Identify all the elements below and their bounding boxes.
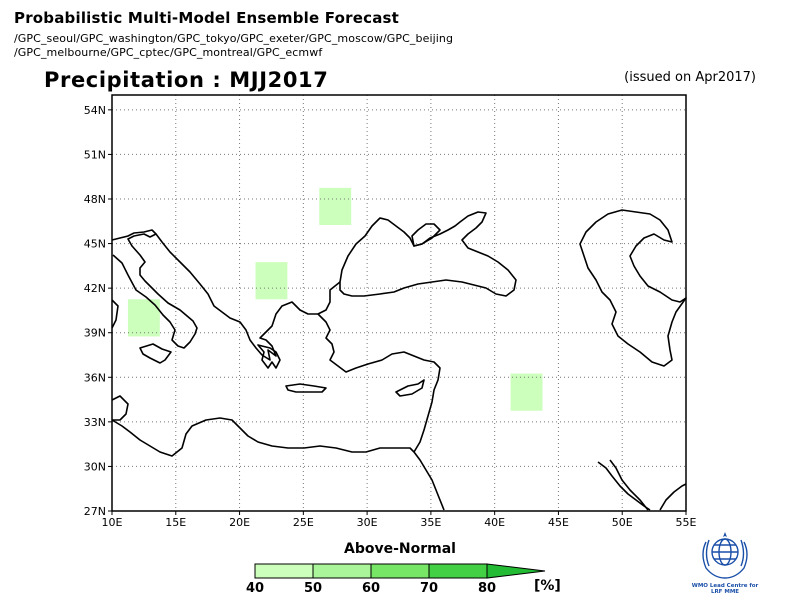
legend-swatch — [312, 563, 372, 579]
lon-tick-label: 25E — [293, 516, 314, 529]
forecast-cell — [255, 262, 288, 300]
legend-swatch — [428, 563, 488, 579]
contributing-centers-line-2: /GPC_melbourne/GPC_cptec/GPC_montreal/GP… — [14, 46, 323, 59]
forecast-cell — [510, 373, 543, 411]
legend-label: 80 — [478, 581, 496, 596]
legend-label: 50 — [304, 581, 322, 596]
legend-colorbar: 40 50 60 70 80 — [246, 563, 546, 596]
forecast-cell — [319, 187, 352, 225]
lat-tick-label: 45N — [84, 238, 106, 251]
legend-label: 60 — [362, 581, 380, 596]
lon-tick-label: 45E — [548, 516, 569, 529]
wmo-logo-icon — [702, 532, 748, 579]
legend-unit: [%] — [534, 578, 561, 594]
page-title: Probabilistic Multi-Model Ensemble Forec… — [14, 9, 400, 27]
legend-label: 40 — [246, 581, 264, 596]
legend-swatch — [254, 563, 314, 579]
lat-tick-label: 51N — [84, 148, 106, 161]
lon-tick-label: 40E — [484, 516, 505, 529]
lon-tick-label: 10E — [102, 516, 123, 529]
lon-tick-label: 20E — [229, 516, 250, 529]
lat-tick-label: 48N — [84, 193, 106, 206]
lon-tick-label: 15E — [165, 516, 186, 529]
legend-title: Above-Normal — [344, 541, 456, 557]
coastlines — [111, 209, 687, 511]
legend-arrow — [486, 563, 546, 579]
variable-title: Precipitation : MJJ2017 — [44, 68, 329, 92]
lat-tick-label: 33N — [84, 416, 106, 429]
logo-caption-line-1: WMO Lead Centre for — [691, 583, 759, 589]
lon-tick-label: 55E — [676, 516, 697, 529]
lat-tick-label: 42N — [84, 282, 106, 295]
logo-caption: WMO Lead Centre for LRF MME — [686, 583, 764, 595]
lat-tick-label: 30N — [84, 460, 106, 473]
forecast-cells — [127, 187, 543, 411]
map-gridlines — [112, 95, 686, 511]
map-frame — [111, 94, 687, 512]
lon-tick-label: 30E — [357, 516, 378, 529]
lon-tick-label: 35E — [420, 516, 441, 529]
lat-tick-label: 36N — [84, 371, 106, 384]
issued-date: (issued on Apr2017) — [624, 70, 756, 85]
logo-caption-line-2: LRF MME — [710, 589, 740, 595]
lat-tick-label: 54N — [84, 104, 106, 117]
lat-tick-label: 27N — [84, 505, 106, 518]
lon-tick-label: 50E — [612, 516, 633, 529]
axis-ticks: 10E 15E 20E 25E 30E 35E 40E 45E 50E 55E 54N 51N 48N 4… — [84, 104, 697, 529]
contributing-centers-line-1: /GPC_seoul/GPC_washington/GPC_tokyo/GPC_… — [14, 32, 454, 45]
legend-label: 70 — [420, 581, 438, 596]
lat-tick-label: 39N — [84, 327, 106, 340]
legend-swatch — [370, 563, 430, 579]
